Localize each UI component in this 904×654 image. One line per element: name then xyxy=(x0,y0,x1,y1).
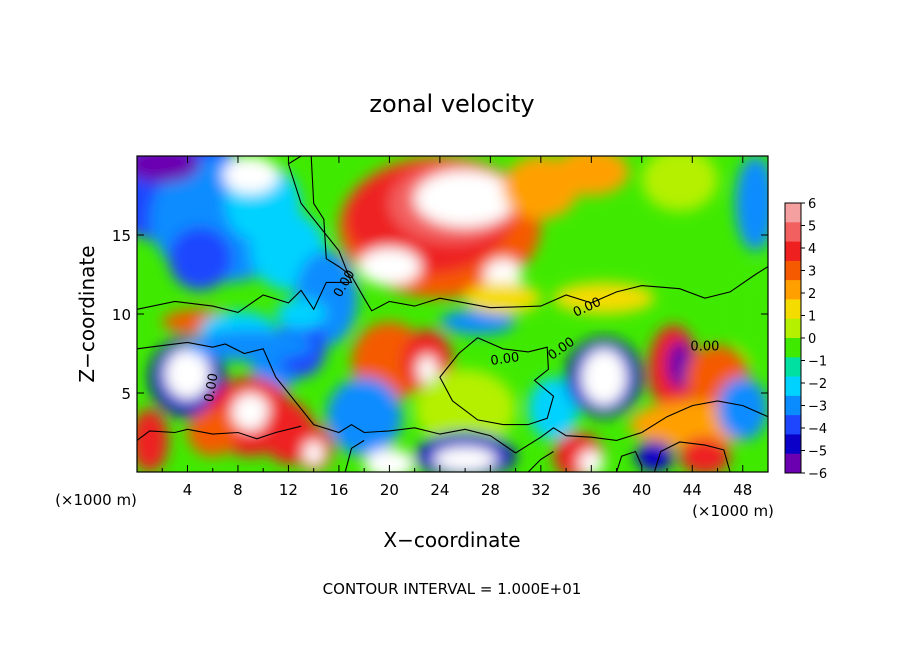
colorbar-tick-label: −4 xyxy=(808,422,827,437)
field-blob xyxy=(736,266,768,362)
x-axis: 4 8 12 16 20 24 28 32 36 40 44 48 xyxy=(161,156,752,499)
colorbar-tick-label: 0 xyxy=(808,332,816,347)
contour-label: 0.00 xyxy=(690,339,719,354)
x-unit-right: (×1000 m) xyxy=(692,502,774,520)
x-tick-label: 12 xyxy=(279,481,298,499)
field-blob xyxy=(187,408,238,457)
colorbar-tick-label: −5 xyxy=(808,445,827,460)
colorbar-tick-label: −2 xyxy=(808,377,827,392)
field-blob xyxy=(364,448,415,472)
colorbar-tick-label: 1 xyxy=(808,310,816,325)
colorbar-swatch xyxy=(785,260,801,281)
field-blob xyxy=(357,247,421,286)
colorbar-swatch xyxy=(785,338,801,358)
contour-line xyxy=(653,441,731,472)
contour-label: 0.00 xyxy=(490,350,521,369)
x-unit-left: (×1000 m) xyxy=(55,491,137,509)
colorbar-swatch xyxy=(785,318,801,339)
x-tick-label: 40 xyxy=(632,481,651,499)
field-blob xyxy=(326,377,403,457)
field-blob xyxy=(137,408,169,472)
colorbar-swatch xyxy=(785,241,801,262)
colorbar-swatch xyxy=(785,299,801,320)
field-blob xyxy=(641,156,718,212)
colorbar-swatch xyxy=(785,357,801,378)
contour-line xyxy=(137,425,302,441)
x-tick-label: 28 xyxy=(481,481,500,499)
chart-title: zonal velocity xyxy=(369,90,534,118)
colorbar-tick-label: −1 xyxy=(808,355,827,370)
colorbar-tick-label: 4 xyxy=(808,242,816,257)
field-blob xyxy=(679,437,731,472)
x-axis-label: X−coordinate xyxy=(383,528,520,552)
field-blob xyxy=(164,348,211,400)
y-tick-label: 15 xyxy=(112,227,131,245)
colorbar-tick-label: −6 xyxy=(808,467,827,482)
x-tick-label: 4 xyxy=(183,481,193,499)
contour-line xyxy=(439,337,555,426)
field-blob xyxy=(553,282,655,315)
field-blob xyxy=(137,156,201,183)
colorbar-tick-label: 5 xyxy=(808,220,816,235)
colorbar-swatch xyxy=(785,280,801,300)
field-blob xyxy=(187,329,314,362)
field-blob xyxy=(717,377,768,441)
field-blob xyxy=(231,393,270,431)
field-blob xyxy=(222,156,279,194)
x-tick-label: 20 xyxy=(380,481,399,499)
field-blob xyxy=(578,449,604,472)
field-blob xyxy=(581,348,627,406)
field-blob xyxy=(528,377,579,441)
field-blob xyxy=(553,156,630,196)
colorbar-swatch xyxy=(785,203,801,223)
colorbar-tick-label: 3 xyxy=(808,265,816,280)
x-tick-label: 24 xyxy=(430,481,449,499)
contour-line xyxy=(137,156,353,313)
colorbar-tick-label: 6 xyxy=(808,197,816,212)
field-blob xyxy=(484,258,522,291)
y-axis: 5 10 15 xyxy=(112,227,768,403)
colorbar-swatch xyxy=(785,434,801,455)
x-tick-label: 36 xyxy=(582,481,601,499)
colorbar-swatch xyxy=(785,222,801,243)
field-blob xyxy=(439,309,516,335)
colorbar: 6 5 4 3 2 1 0 −1 −2 −3 −4 −5 −6 xyxy=(784,197,827,482)
field-blob xyxy=(414,369,516,449)
contour-line xyxy=(344,439,365,472)
field-blob xyxy=(168,227,232,291)
colorbar-swatch xyxy=(785,453,801,474)
colorbar-swatch xyxy=(785,415,801,435)
field-blob xyxy=(465,282,541,315)
field-blob xyxy=(414,170,516,228)
contour-label: 0.00 xyxy=(202,372,222,403)
field-blob xyxy=(417,355,438,384)
x-tick-label: 48 xyxy=(733,481,752,499)
y-axis-label: Z−coordinate xyxy=(75,245,99,382)
field-blob xyxy=(303,440,324,466)
field-blob xyxy=(635,440,674,472)
field-blob xyxy=(735,156,768,251)
field-blob xyxy=(667,340,693,389)
colorbar-swatch xyxy=(785,376,801,397)
x-tick-label: 8 xyxy=(233,481,243,499)
contour-line xyxy=(527,451,554,472)
x-tick-label: 32 xyxy=(531,481,550,499)
y-tick-label: 10 xyxy=(112,306,131,324)
colorbar-tick-label: 2 xyxy=(808,287,816,302)
contour-interval-note: CONTOUR INTERVAL = 1.000E+01 xyxy=(323,580,582,598)
y-tick-label: 5 xyxy=(121,385,131,403)
x-tick-label: 44 xyxy=(683,481,702,499)
x-tick-label: 16 xyxy=(329,481,348,499)
contour-line xyxy=(137,341,768,454)
field-blob xyxy=(433,446,497,472)
heatmap-field xyxy=(137,156,768,472)
colorbar-swatch xyxy=(785,395,801,416)
colorbar-tick-label: −3 xyxy=(808,400,827,415)
contour-line xyxy=(616,450,643,472)
contour-line xyxy=(310,156,768,312)
field-blob xyxy=(275,298,327,330)
